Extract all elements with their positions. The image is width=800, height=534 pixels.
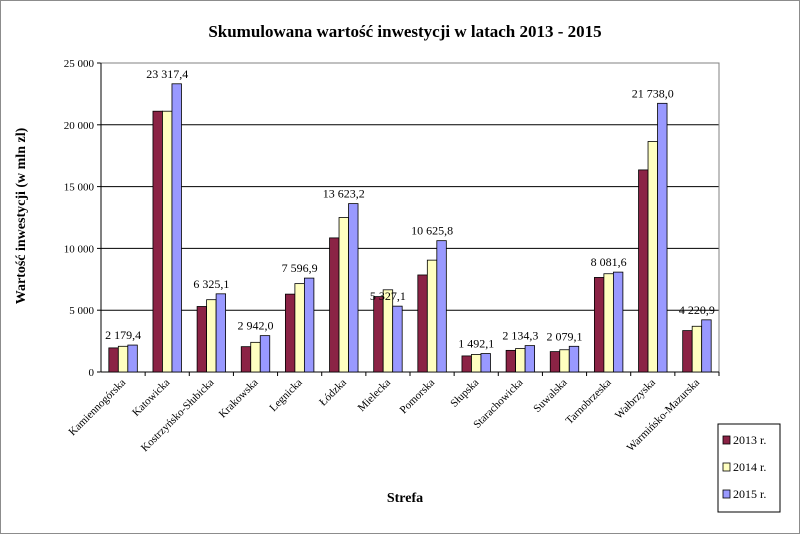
data-label: 13 623,2 bbox=[323, 187, 365, 201]
bar bbox=[329, 237, 340, 373]
bar bbox=[559, 349, 570, 373]
y-tick-label: 5 000 bbox=[69, 305, 94, 317]
legend-swatch bbox=[722, 462, 731, 472]
data-label: 10 625,8 bbox=[411, 224, 453, 238]
x-tick-label: Kamiennogórska bbox=[67, 377, 129, 439]
data-label: 2 179,4 bbox=[105, 328, 141, 342]
x-tick-label: Pomorska bbox=[398, 377, 438, 417]
data-label: 23 317,4 bbox=[146, 67, 188, 81]
bar bbox=[171, 83, 182, 373]
x-tick-label: Legnicka bbox=[267, 377, 305, 415]
bar bbox=[612, 271, 624, 373]
bar bbox=[593, 277, 605, 373]
bar bbox=[196, 306, 208, 373]
bar bbox=[215, 293, 227, 373]
bar bbox=[392, 305, 403, 373]
bar bbox=[373, 296, 384, 373]
data-label: 2 079,1 bbox=[547, 329, 583, 343]
x-tick-label: Katowicka bbox=[130, 377, 172, 419]
x-tick-label: Kostrzyńsko-Słubicka bbox=[139, 377, 217, 455]
bar bbox=[647, 141, 658, 373]
bar bbox=[436, 240, 447, 373]
y-axis-title: Wartość inwestycji (w mln zl) bbox=[14, 127, 29, 304]
bar bbox=[127, 344, 138, 373]
bar bbox=[682, 330, 693, 373]
legend: 2013 r. 2014 r. 2015 r. bbox=[717, 423, 781, 513]
bar bbox=[108, 347, 119, 373]
data-label: 2 942,0 bbox=[238, 319, 274, 333]
data-label: 1 492,1 bbox=[458, 337, 494, 351]
data-label: 6 325,1 bbox=[193, 277, 229, 291]
legend-label: 2015 r. bbox=[733, 487, 766, 501]
bar bbox=[152, 110, 163, 373]
x-axis-title: Strefa bbox=[387, 491, 423, 506]
bar bbox=[294, 283, 305, 373]
bar bbox=[303, 277, 315, 373]
legend-label: 2014 r. bbox=[733, 460, 766, 474]
legend-swatch bbox=[722, 435, 731, 445]
bar bbox=[701, 319, 712, 373]
plot-background bbox=[101, 63, 719, 372]
bar bbox=[259, 335, 271, 373]
x-tick-label: Suwalska bbox=[531, 377, 569, 415]
bar bbox=[471, 354, 482, 373]
y-tick-label: 0 bbox=[89, 367, 95, 379]
data-label: 2 134,3 bbox=[502, 329, 538, 343]
bar bbox=[568, 345, 580, 373]
x-tick-label: Warmińsko-Mazurska bbox=[625, 377, 702, 454]
x-tick-label: Słupska bbox=[448, 377, 481, 410]
y-tick-label: 15 000 bbox=[64, 182, 95, 194]
legend-label: 2013 r. bbox=[733, 433, 766, 447]
data-label: 8 081,6 bbox=[591, 255, 627, 269]
bar bbox=[461, 355, 472, 373]
x-tick-label: Krakowska bbox=[217, 377, 261, 421]
bar bbox=[240, 346, 252, 373]
bar bbox=[284, 293, 296, 373]
chart-title: Skumulowana wartość inwestycji w latach … bbox=[208, 22, 601, 41]
bar bbox=[657, 102, 668, 373]
bar bbox=[691, 325, 703, 373]
plot-area: 0 5 000 10 000 15 000 20 000 25 000 2 179,4 Kam… bbox=[64, 58, 720, 455]
bar bbox=[524, 345, 536, 373]
bar bbox=[348, 203, 359, 373]
legend-swatch bbox=[722, 489, 731, 499]
data-label: 21 738,0 bbox=[632, 86, 674, 100]
bar bbox=[549, 351, 561, 373]
bar bbox=[505, 349, 517, 373]
bar bbox=[480, 353, 491, 373]
y-tick-label: 20 000 bbox=[64, 120, 95, 132]
bar bbox=[117, 345, 129, 373]
x-tick-label: Tarnobrzeska bbox=[563, 377, 613, 427]
x-tick-label: Mielecka bbox=[356, 377, 394, 415]
y-tick-label: 10 000 bbox=[64, 243, 95, 255]
x-tick-label: Łódzka bbox=[317, 377, 349, 409]
bar bbox=[603, 273, 614, 373]
bar bbox=[338, 217, 349, 373]
data-label: 5 327,1 bbox=[370, 289, 406, 303]
bar bbox=[162, 110, 173, 373]
bar bbox=[515, 348, 526, 373]
bar bbox=[206, 299, 217, 373]
bar bbox=[426, 259, 438, 373]
x-tick-label: Wałbrzyska bbox=[613, 377, 658, 422]
y-tick-label: 25 000 bbox=[64, 58, 95, 70]
bar bbox=[250, 341, 261, 373]
bar bbox=[417, 274, 428, 373]
bar bbox=[638, 169, 649, 373]
data-label: 7 596,9 bbox=[282, 261, 318, 275]
data-label: 4 220,9 bbox=[679, 303, 715, 317]
